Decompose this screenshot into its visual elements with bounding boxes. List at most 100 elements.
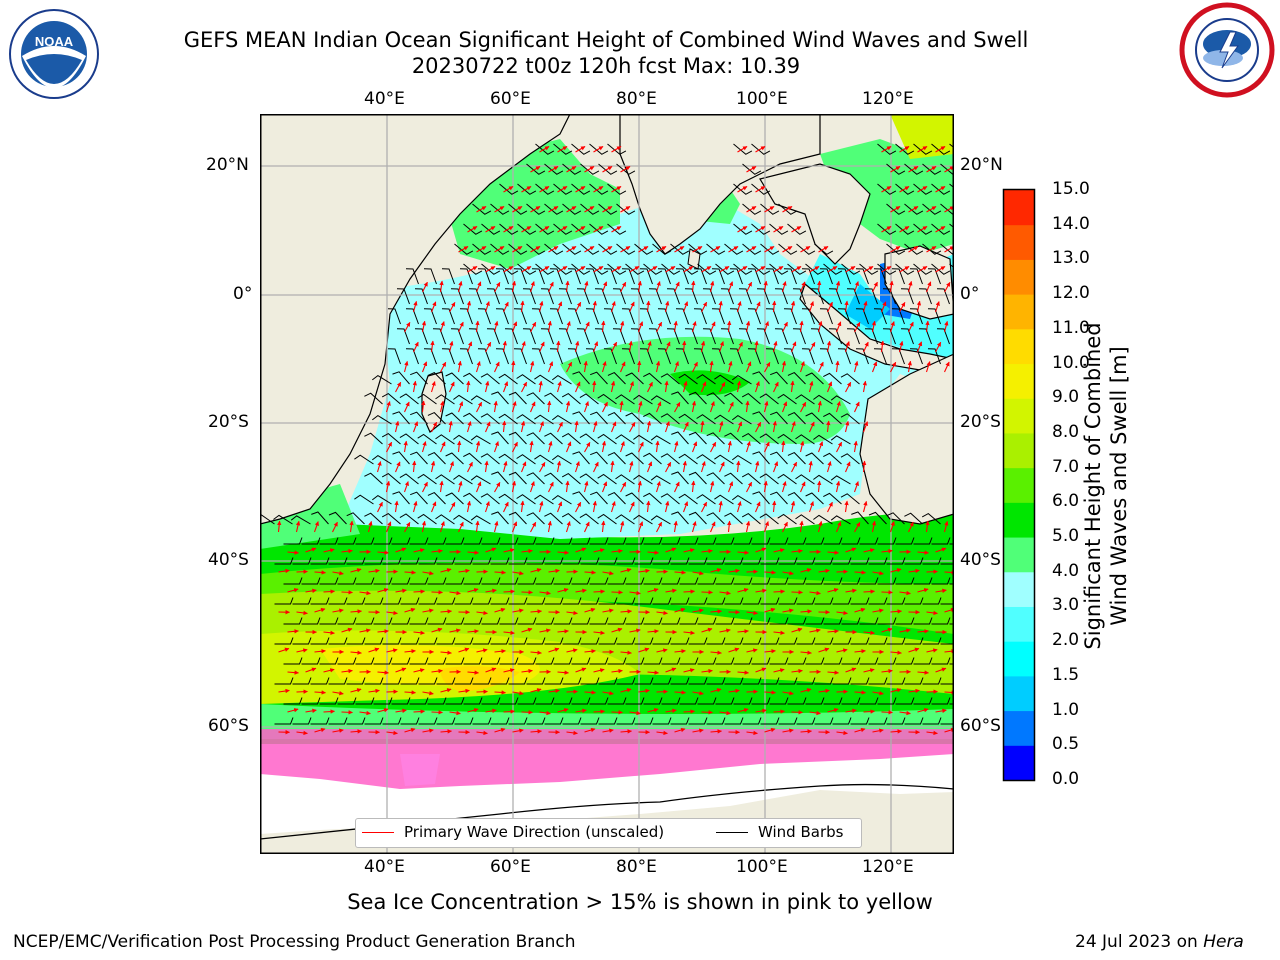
wind-barb <box>724 677 744 685</box>
wave-direction-arrow <box>764 607 776 613</box>
wave-direction-arrow <box>899 146 910 153</box>
wind-barb <box>706 557 726 565</box>
wave-direction-arrow <box>629 266 640 273</box>
wave-direction-arrow <box>556 340 561 353</box>
wind-barb <box>752 491 770 505</box>
wave-direction-arrow <box>736 301 742 313</box>
wave-direction-arrow <box>853 440 858 453</box>
wind-barb <box>770 411 788 425</box>
wind-barb <box>688 431 707 445</box>
wind-barb <box>666 288 680 305</box>
wind-barbs <box>260 143 954 725</box>
wind-barb <box>594 288 608 305</box>
wind-barb <box>477 308 491 325</box>
wave-direction-arrow <box>943 320 949 333</box>
wind-barb <box>639 268 653 285</box>
wave-direction-arrow <box>836 689 848 694</box>
wind-barb <box>364 597 384 605</box>
wind-barb <box>535 577 555 585</box>
wave-direction-arrow <box>665 266 676 273</box>
wind-barb <box>301 537 321 545</box>
wave-direction-arrow <box>908 321 914 333</box>
wind-barb <box>472 203 492 215</box>
wave-direction-arrow <box>449 381 455 393</box>
wave-direction-arrow <box>593 709 605 714</box>
wind-barb <box>561 472 581 485</box>
wave-direction-arrow <box>412 460 417 473</box>
wind-barb <box>311 511 329 525</box>
wave-direction-arrow <box>701 301 708 313</box>
wind-barb <box>580 243 600 255</box>
wave-direction-arrow <box>296 610 308 616</box>
wave-direction-arrow <box>935 588 947 594</box>
wave-direction-arrow <box>413 630 425 635</box>
wind-barb <box>634 677 654 685</box>
wave-direction-arrow <box>439 321 445 333</box>
wind-barb <box>410 451 428 465</box>
wave-direction-arrow <box>745 320 751 333</box>
wave-direction-arrow <box>700 381 707 393</box>
wind-barb <box>382 717 402 725</box>
wave-direction-arrow <box>538 500 544 513</box>
wave-direction-arrow <box>665 547 677 553</box>
wind-barb <box>859 577 879 585</box>
wind-barb <box>650 435 671 445</box>
wave-direction-arrow <box>728 246 739 253</box>
wave-direction-arrow <box>745 400 750 413</box>
wave-direction-arrow <box>764 441 770 453</box>
wind-barb <box>562 677 582 685</box>
wave-direction-arrow <box>583 480 589 493</box>
wind-barb <box>904 163 924 175</box>
wind-barb <box>551 374 572 385</box>
wind-barb <box>354 454 374 465</box>
wave-direction-arrow <box>682 301 689 313</box>
wind-barb <box>477 268 491 285</box>
wave-direction-arrow <box>529 401 536 413</box>
wind-barb <box>855 268 869 285</box>
wind-barb <box>841 263 861 275</box>
wind-barb <box>796 677 816 685</box>
wind-barb <box>787 372 806 385</box>
wave-direction-arrow <box>881 226 892 233</box>
wave-direction-arrow <box>593 266 604 273</box>
wind-barb <box>792 328 806 345</box>
wave-direction-arrow <box>772 461 779 473</box>
wave-direction-arrow <box>881 548 893 554</box>
wind-barb <box>400 717 420 725</box>
wave-direction-arrow <box>683 709 695 714</box>
wave-direction-arrow <box>718 300 723 313</box>
run-date: 24 Jul 2023 on Hera <box>1075 932 1244 952</box>
colorbar-tick-label: 8.0 <box>1052 421 1080 442</box>
wind-barb <box>751 577 771 585</box>
wave-direction-arrow <box>790 500 796 513</box>
wind-barb <box>688 597 708 605</box>
wind-barb <box>787 263 807 275</box>
wind-barb <box>751 143 771 155</box>
wind-barb <box>405 348 419 365</box>
wind-barb <box>310 717 330 725</box>
wind-barb <box>534 414 554 425</box>
wind-barb <box>909 268 923 285</box>
wave-direction-arrow <box>430 381 436 393</box>
wave-direction-arrow <box>737 629 749 634</box>
wind-barb <box>481 657 501 665</box>
wind-barb <box>607 697 627 705</box>
colorbar-tick-label: 1.5 <box>1052 664 1080 685</box>
wave-direction-arrow <box>601 440 607 453</box>
wind-barb <box>495 268 509 285</box>
wave-direction-arrow <box>386 569 398 574</box>
wind-barb <box>660 453 680 465</box>
wind-barb <box>661 697 681 705</box>
wave-direction-arrow <box>503 301 509 313</box>
wave-direction-arrow <box>808 460 813 473</box>
wind-barb <box>837 348 851 365</box>
wave-direction-arrow <box>493 320 499 333</box>
wind-barb <box>535 143 555 155</box>
wave-direction-arrow <box>854 401 860 413</box>
wave-direction-arrow <box>403 440 408 453</box>
wind-barb <box>625 372 644 385</box>
wave-direction-arrow <box>826 340 832 353</box>
wind-barb <box>535 657 555 665</box>
wave-direction-arrow <box>628 460 634 473</box>
wind-barb <box>571 617 591 625</box>
